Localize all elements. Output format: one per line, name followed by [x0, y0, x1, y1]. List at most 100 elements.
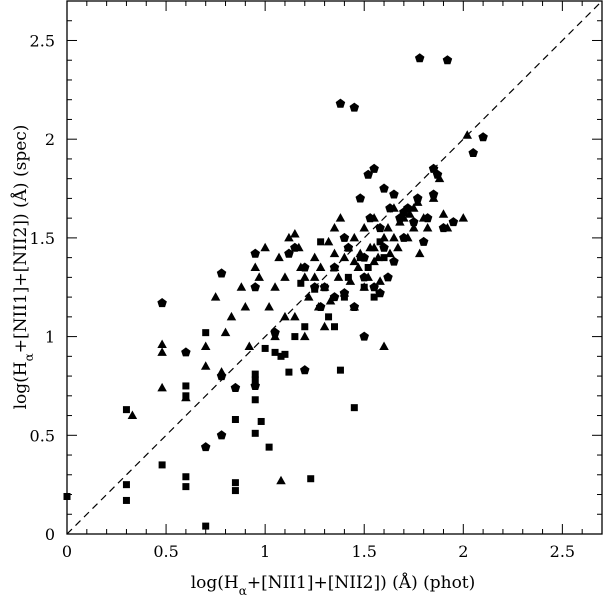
triangle-point: [276, 475, 286, 485]
y-tick-label: 0: [45, 525, 55, 544]
triangle-point: [379, 232, 389, 242]
pentagon-point: [339, 232, 350, 242]
triangle-point: [325, 296, 336, 305]
triangle-point: [409, 223, 419, 232]
triangle-point: [290, 311, 300, 321]
square-point: [301, 323, 309, 331]
pentagon-point: [359, 272, 369, 282]
square-point: [281, 350, 289, 358]
triangle-point: [315, 262, 326, 271]
triangle-point: [254, 272, 264, 281]
triangle-point: [389, 232, 399, 242]
pentagon-point: [428, 189, 439, 199]
triangle-point: [375, 276, 385, 285]
triangle-point: [157, 339, 167, 348]
pentagon-point: [383, 272, 393, 282]
triangle-point: [319, 321, 330, 331]
triangle-point: [127, 410, 138, 420]
pentagon-point: [349, 102, 360, 112]
pentagon-point: [319, 282, 330, 292]
pentagon-point: [250, 282, 260, 292]
square-point: [257, 417, 265, 425]
square-point: [331, 323, 338, 331]
y-tick-label: 1: [45, 328, 55, 347]
pentagon-point: [468, 148, 478, 158]
triangle-point: [373, 252, 383, 262]
pentagon-point: [399, 232, 409, 242]
triangle-point: [226, 311, 237, 321]
pentagon-point: [270, 327, 280, 337]
square-point: [122, 406, 130, 414]
pentagon-point: [422, 213, 433, 223]
y-axis-label: log(Hα+[NII1]+[NII2]) (Å) (spec): [10, 125, 36, 410]
pentagon-point: [369, 282, 379, 292]
triangle-point: [236, 282, 247, 291]
triangle-point: [157, 347, 167, 356]
square-point: [158, 461, 166, 469]
triangle-point: [260, 242, 270, 252]
triangle-point: [303, 292, 314, 301]
pentagon-point: [365, 213, 375, 223]
square-point: [202, 329, 210, 337]
triangle-point: [274, 252, 284, 262]
triangle-point: [200, 341, 211, 350]
square-point: [261, 344, 269, 352]
pentagon-point: [438, 223, 449, 233]
pentagon-point: [375, 288, 385, 298]
pentagon-point: [359, 331, 369, 341]
square-point: [317, 238, 325, 246]
triangle-point: [220, 327, 231, 337]
triangle-point: [383, 223, 393, 232]
x-tick-labels: 0 0.5 1 1.5 2 2.5: [62, 542, 575, 561]
pentagon-point: [300, 262, 310, 272]
square-point: [376, 238, 384, 246]
triangle-point: [359, 282, 369, 291]
y-tick-labels: 0 0.5 1 1.5 2 2.5: [30, 31, 55, 544]
pentagon-point: [478, 132, 488, 142]
triangle-point: [379, 341, 389, 350]
square-point: [202, 522, 210, 530]
triangle-point: [200, 361, 211, 370]
square-point: [325, 313, 333, 321]
reference-line: [66, 0, 603, 535]
pentagon-point: [363, 169, 373, 179]
square-point: [271, 348, 279, 356]
triangle-point: [393, 242, 403, 252]
triangle-point: [385, 248, 395, 258]
pentagon-point: [375, 223, 385, 233]
axis-ticks: [66, 0, 603, 535]
square-point: [370, 293, 378, 301]
triangle-point: [353, 262, 364, 271]
square-point: [231, 416, 239, 424]
triangle-point: [280, 311, 290, 321]
square-point: [350, 404, 358, 412]
square-point: [231, 479, 239, 487]
triangle-point: [290, 228, 300, 238]
pentagon-point: [418, 236, 429, 246]
y-tick-label: 0.5: [30, 426, 55, 445]
pentagon-point: [216, 268, 227, 278]
pentagon-point: [335, 98, 346, 108]
pentagon-point: [414, 53, 425, 63]
pentagon-point: [379, 242, 389, 252]
triangle-point: [438, 209, 449, 218]
triangle-point: [264, 301, 274, 311]
triangle-point: [349, 232, 360, 242]
square-point: [182, 483, 190, 491]
triangle-point: [329, 223, 340, 232]
pentagon-point: [349, 301, 360, 312]
triangle-point: [300, 272, 310, 281]
triangle-point: [329, 248, 340, 258]
y-tick-label: 2.5: [30, 31, 55, 50]
x-tick-label: 1.5: [351, 542, 376, 561]
pentagon-point: [442, 55, 453, 65]
triangle-point: [309, 252, 320, 262]
pentagon-point: [315, 301, 326, 312]
pentagon-point: [290, 242, 300, 252]
square-point: [380, 254, 388, 262]
pentagon-point: [355, 193, 366, 203]
x-tick-label: 1: [260, 542, 270, 561]
y-tick-label: 2: [45, 130, 55, 149]
triangle-point: [333, 272, 344, 281]
